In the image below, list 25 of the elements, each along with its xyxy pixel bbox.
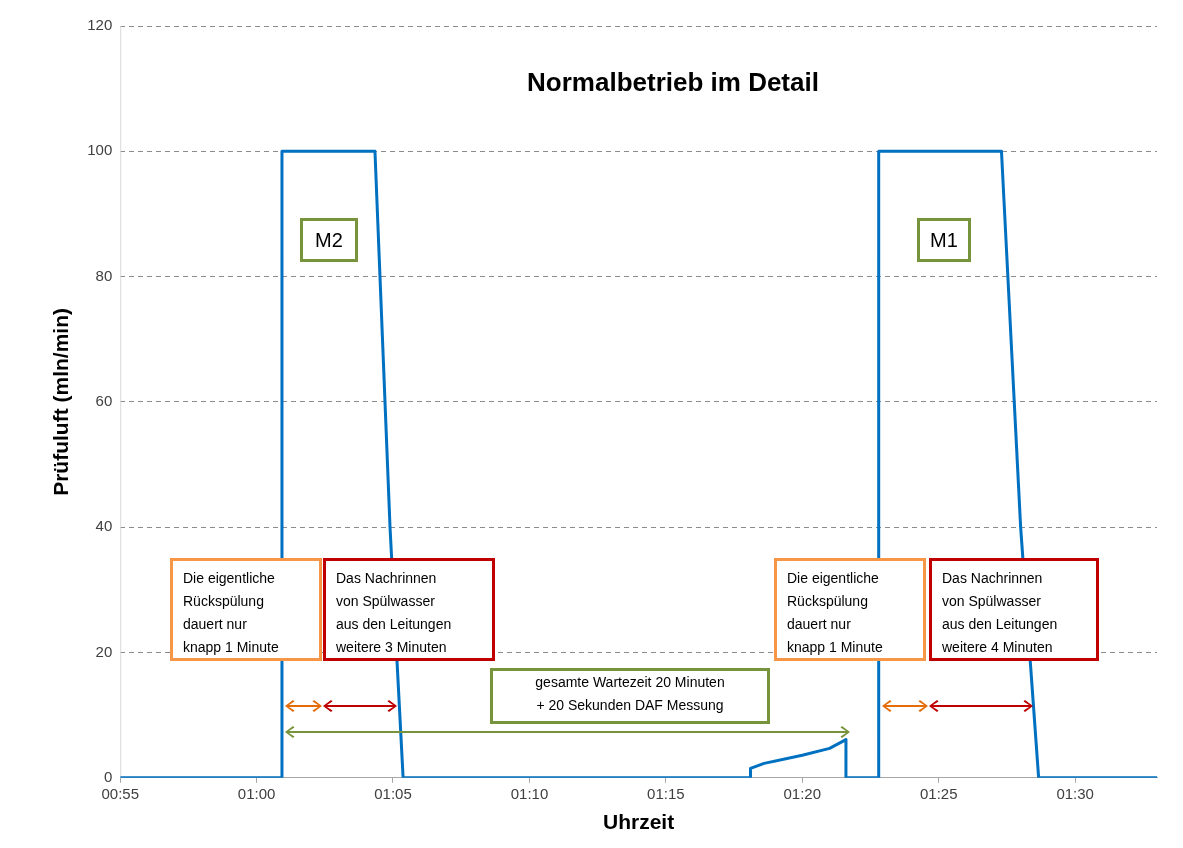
y-tick-label: 60 [95,392,113,410]
x-tick-label: 01:10 [510,784,549,802]
text-box: Das Nachrinnen von Spülwasser aus den Leitungen weitere 3 Minuten [323,558,495,661]
text: Normalbetrieb im Detail [527,67,819,98]
x-axis-title: Uhrzeit [603,810,675,834]
x-tick-label: 01:00 [237,784,276,802]
text-box: Die eigentliche Rückspülung dauert nur knapp 1 Minute [170,558,322,661]
y-tick-label: 0 [103,767,113,785]
x-tick-label: 01:05 [374,784,412,802]
y-tick-label: 120 [87,16,113,34]
y-tick-label: 20 [95,642,113,660]
text-box: M2 [300,218,358,262]
x-tick-label: 01:30 [1056,784,1094,802]
y-tick-label: 80 [95,266,113,284]
x-tick-label: 00:55 [101,784,139,802]
y-tick-label: 40 [95,517,113,535]
x-tick-label: 01:20 [783,784,822,802]
y-tick-label: 100 [87,141,113,159]
y-axis-title: Prüfuluft (mln/min) [49,307,73,496]
text-box: Das Nachrinnen von Spülwasser aus den Leitungen weitere 4 Minuten [929,558,1099,661]
x-tick-label: 01:25 [920,784,958,802]
text-box: gesamte Wartezeit 20 Minuten + 20 Sekunden DAF Messung [490,668,770,724]
text-box: Die eigentliche Rückspülung dauert nur knapp 1 Minute [774,558,926,661]
text-box: M1 [917,218,971,262]
x-tick-label: 01:15 [647,784,685,802]
